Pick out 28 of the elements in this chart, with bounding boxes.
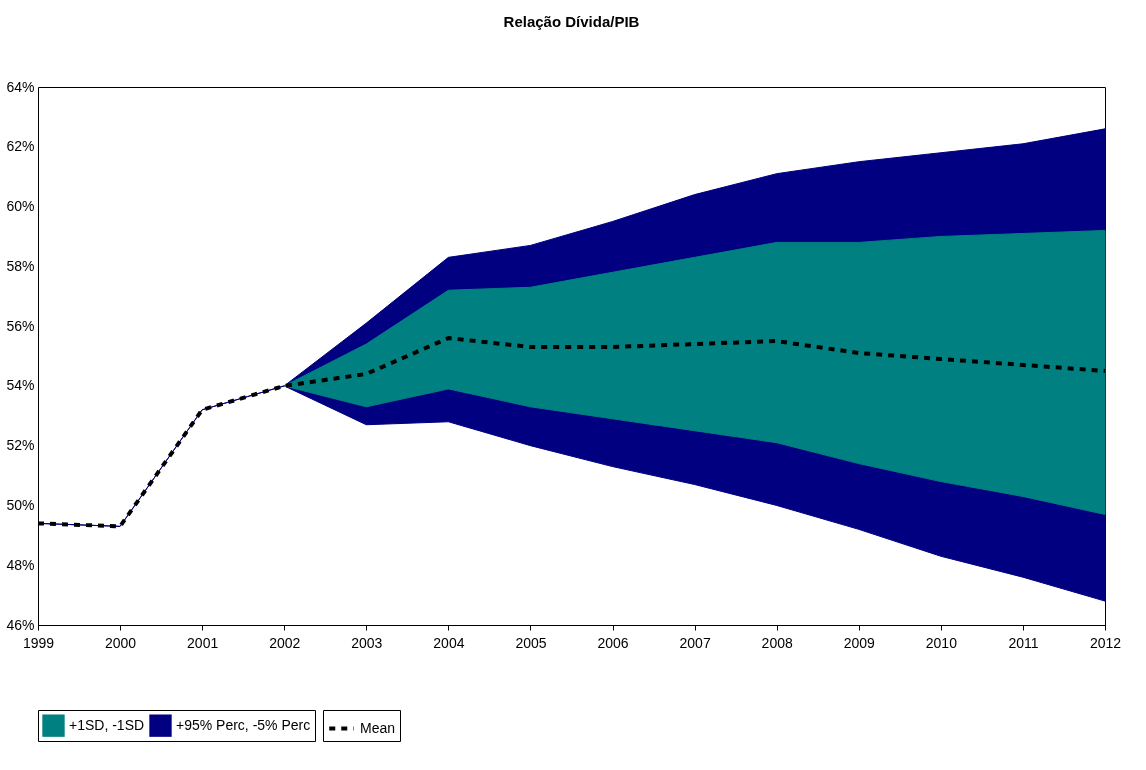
x-tick-label: 2006	[597, 634, 629, 651]
x-tick-label: 2002	[269, 634, 301, 651]
x-tick-label: 2007	[679, 634, 711, 651]
legend-label: Mean	[360, 719, 396, 736]
x-tick-label: 2008	[761, 634, 793, 651]
x-tick-label: 2000	[105, 634, 137, 651]
chart-title: Relação Dívida/PIB	[503, 13, 640, 30]
y-tick-label: 62%	[6, 138, 35, 155]
x-tick-label: 2001	[187, 634, 219, 651]
x-tick-label: 2004	[433, 634, 465, 651]
y-tick-label: 64%	[6, 78, 35, 95]
x-tick-label: 1999	[22, 634, 55, 651]
y-tick-label: 46%	[6, 616, 35, 633]
x-tick-label: 2005	[515, 634, 547, 651]
y-tick-label: 54%	[6, 377, 35, 394]
y-tick-label: 60%	[6, 198, 35, 215]
x-tick-label: 2011	[1008, 634, 1039, 651]
legend-label: +95% Perc, -5% Perc	[176, 716, 311, 733]
y-tick-label: 56%	[6, 317, 35, 334]
legend-label: +1SD, -1SD	[69, 716, 145, 733]
y-tick-label: 48%	[6, 556, 35, 573]
x-tick-label: 2010	[925, 634, 958, 651]
y-tick-label: 58%	[6, 257, 35, 274]
x-tick-label: 2012	[1089, 634, 1122, 651]
y-tick-label: 52%	[6, 437, 35, 454]
x-tick-label: 2003	[351, 634, 383, 651]
x-tick-label: 2009	[843, 634, 876, 651]
y-tick-label: 50%	[6, 496, 35, 513]
